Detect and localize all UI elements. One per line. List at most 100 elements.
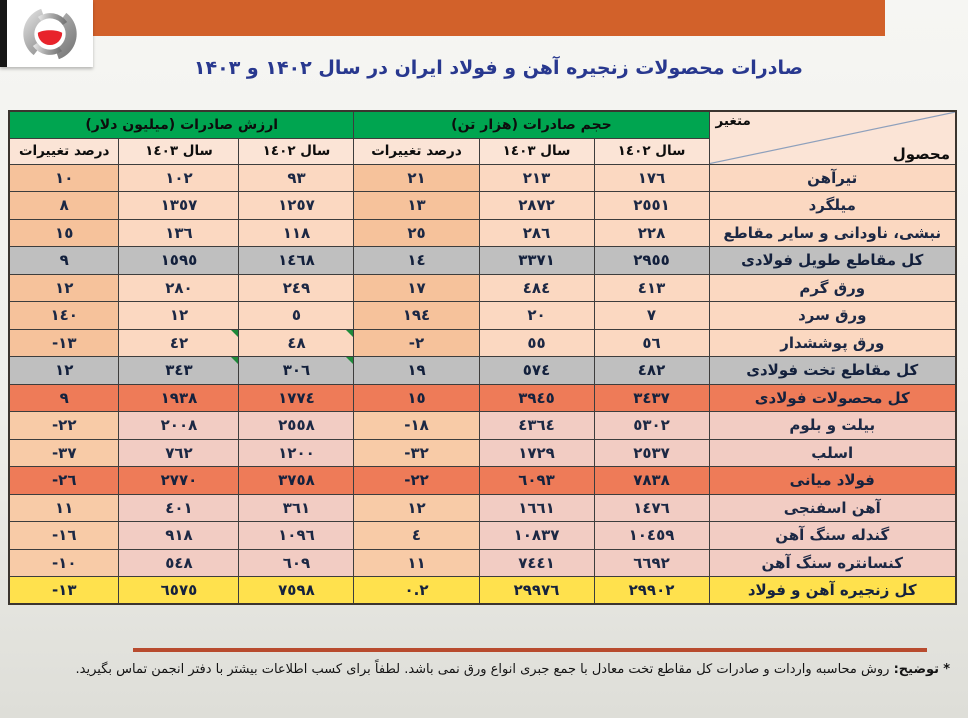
table-row: فولاد میانی ٧٨٣٨ ٦٠٩٣ -٢٢ ٣٧٥٨ ٢٧٧٠ -٢٦	[8, 466, 957, 495]
cell-product: ورق سرد	[708, 301, 957, 330]
cell-val-1403: ١٩٣٨	[118, 383, 240, 412]
cell-number: ٢٤٩	[282, 278, 311, 297]
cell-product: کل محصولات فولادی	[708, 383, 957, 412]
cell-val-pct: -١٣	[8, 576, 120, 605]
value-group-header: ارزش صادرات (میلیون دلار)	[8, 110, 355, 139]
footnote-label: توضیح:	[893, 662, 940, 677]
cell-vol-1403: ٧٤٤١	[478, 548, 595, 577]
cell-number: -١٦	[51, 526, 77, 545]
cell-number: ٣٤٣٧	[633, 388, 670, 407]
cell-vol-pct: -٣٢	[353, 438, 480, 467]
cell-vol-1402: ٤١٣	[593, 273, 710, 302]
cell-number: ٢٥٥١	[633, 196, 670, 215]
cell-number: ٤٣٦٤	[518, 416, 555, 435]
cell-number: ١٤٦٨	[278, 251, 315, 270]
cell-vol-1403: ٣٩٤٥	[478, 383, 595, 412]
cell-number: ٢٥	[407, 223, 426, 242]
cell-number: ٤٨٢	[637, 361, 666, 380]
cell-val-pct: ١٢	[8, 273, 120, 302]
cell-number: -١٣	[51, 581, 77, 599]
cell-val-pct: ١٤٠	[8, 301, 120, 330]
cell-number: ٥٤٨	[165, 553, 193, 572]
cell-vol-pct: ١٤	[353, 246, 480, 275]
cell-number: ٥٧٤	[522, 361, 551, 380]
cell-number: ١٩٣٨	[160, 388, 198, 407]
cell-vol-pct: -٢٢	[353, 466, 480, 495]
cell-vol-pct: -٢	[353, 328, 480, 357]
footnote-text: روش محاسبه واردات و صادرات کل مقاطع تخت …	[75, 662, 890, 677]
cell-vol-1403: ٥٥	[478, 328, 595, 357]
cell-number: -١٣	[51, 333, 77, 352]
cell-val-pct: ١٥	[8, 218, 120, 247]
cell-number: ٩٣	[287, 168, 306, 187]
cell-number: ١٠٨٣٧	[513, 526, 560, 545]
cell-number: ١٧٢٩	[518, 443, 555, 462]
cell-vol-pct: ١٥	[353, 383, 480, 412]
cell-number: ٢٨٦	[522, 223, 551, 242]
cell-number: ٠.٢	[404, 581, 429, 599]
cell-number: ٣٠٦	[282, 361, 311, 380]
cell-number: ٦٠٩٣	[518, 471, 555, 490]
cell-number: ٢١	[407, 168, 426, 187]
cell-val-pct: -١٦	[8, 521, 120, 550]
cell-number: ١٠٩٦	[278, 526, 315, 545]
cell-vol-pct: ١١	[353, 548, 480, 577]
cell-vol-1403: ٦٠٩٣	[478, 466, 595, 495]
cell-val-1402: ٢٤٩	[238, 273, 355, 302]
cell-number: ١٢	[169, 306, 189, 325]
cell-number: ٣٧٥٨	[278, 471, 315, 490]
cell-number: ٣٦١	[282, 498, 311, 517]
cell-val-pct: -٣٧	[8, 438, 120, 467]
cell-number: ١٣٦	[165, 223, 193, 242]
cell-number: ٤٠١	[165, 498, 193, 517]
cell-number: -١٨	[404, 416, 429, 435]
cell-val-pct: ٨	[8, 191, 120, 220]
cell-number: ٣٩٤٥	[518, 388, 555, 407]
table-row: گندله سنگ آهن ١٠٤٥٩ ١٠٨٣٧ ٤ ١٠٩٦ ٩١٨ -١٦	[8, 521, 957, 550]
cell-val-pct: ٩	[8, 383, 120, 412]
cell-vol-pct: ٢٥	[353, 218, 480, 247]
cell-val-pct: -١٠	[8, 548, 120, 577]
cell-number: ٢٥٥٨	[278, 416, 315, 435]
cell-vol-pct: ١٩	[353, 356, 480, 385]
table-row: میلگرد ٢٥٥١ ٢٨٧٢ ١٣ ١٢٥٧ ١٣٥٧ ٨	[8, 191, 957, 220]
cell-product: اسلب	[708, 438, 957, 467]
cell-val-pct: ١٠	[8, 163, 120, 192]
cell-val-pct: -٢٢	[8, 411, 120, 440]
cell-val-pct: ١١	[8, 493, 120, 522]
volume-pct-header: درصد تغییرات	[353, 137, 480, 165]
cell-vol-1402: ٥٦	[593, 328, 710, 357]
cell-product: آهن اسفنجی	[708, 493, 957, 522]
cell-product: کل مقاطع طویل فولادی	[708, 246, 957, 275]
cell-vol-pct: -١٨	[353, 411, 480, 440]
cell-vol-1402: ٤٨٢	[593, 356, 710, 385]
table-row: تیرآهن ١٧٦ ٢١٣ ٢١ ٩٣ ١٠٢ ١٠	[8, 163, 957, 192]
table-row: بیلت و بلوم ٥٣٠٢ ٤٣٦٤ -١٨ ٢٥٥٨ ٢٠٠٨ -٢٢	[8, 411, 957, 440]
cell-number: ١٧٦	[637, 168, 666, 187]
table-row: ورق سرد ٧ ٢٠ ١٩٤ ٥ ١٢ ١٤٠	[8, 301, 957, 330]
top-banner	[88, 0, 885, 36]
cell-number: -٣٢	[404, 443, 429, 462]
cell-number: ٧٤٤١	[518, 553, 555, 572]
cell-product: فولاد میانی	[708, 466, 957, 495]
cell-val-1402: ٧٥٩٨	[238, 576, 355, 605]
cell-val-1402: ٥	[238, 301, 355, 330]
cell-vol-1402: ١٤٧٦	[593, 493, 710, 522]
cell-val-1402: ٣٧٥٨	[238, 466, 355, 495]
cell-product: بیلت و بلوم	[708, 411, 957, 440]
table-row: اسلب ٢٥٣٧ ١٧٢٩ -٣٢ ١٢٠٠ ٧٦٢ -٣٧	[8, 438, 957, 467]
cell-val-1403: ٥٤٨	[118, 548, 240, 577]
cell-val-1402: ٤٨	[238, 328, 355, 357]
cell-val-1403: ١٥٩٥	[118, 246, 240, 275]
cell-val-1402: ١٢٥٧	[238, 191, 355, 220]
cell-number: ٢٠	[527, 306, 546, 325]
value-pct-header: درصد تغییرات	[8, 137, 120, 165]
table-row: کل مقاطع تخت فولادی ٤٨٢ ٥٧٤ ١٩ ٣٠٦ ٣٤٣ ١٢	[8, 356, 957, 385]
volume-year-1402-header: سال ١٤٠٢	[593, 137, 710, 165]
cell-number: ١٥	[55, 223, 74, 242]
cell-number: ٧٥٩٨	[278, 581, 315, 599]
cell-val-1403: ١٣٦	[118, 218, 240, 247]
cell-vol-1402: ٢٩٥٥	[593, 246, 710, 275]
cell-val-1403: ٤٠١	[118, 493, 240, 522]
cell-number: ٢٨٧٢	[518, 196, 555, 215]
